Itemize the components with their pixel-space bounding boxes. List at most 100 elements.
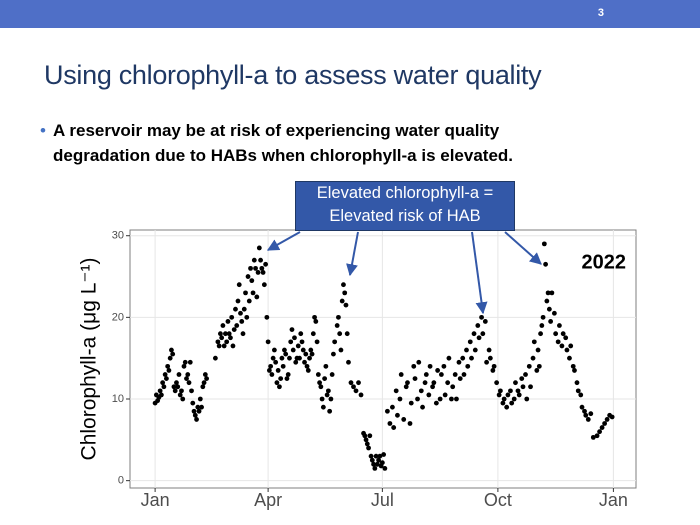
data-point xyxy=(475,323,481,328)
data-point xyxy=(248,265,253,271)
data-point xyxy=(568,343,574,349)
data-point xyxy=(412,376,418,381)
data-point xyxy=(204,376,209,381)
data-point xyxy=(520,384,526,390)
slide-title: Using chlorophyll-a to assess water qual… xyxy=(44,60,542,90)
data-point xyxy=(308,347,314,353)
data-point xyxy=(179,388,184,394)
data-point xyxy=(524,396,530,402)
arrow xyxy=(346,231,359,277)
y-axis-label: Chlorophyll-a (μg L⁻¹) xyxy=(78,258,101,461)
data-point xyxy=(293,359,299,365)
data-point xyxy=(461,372,467,377)
data-point xyxy=(273,359,279,365)
data-point xyxy=(315,372,321,377)
data-point xyxy=(582,408,587,414)
data-point xyxy=(437,396,443,402)
data-point xyxy=(215,339,221,345)
data-point xyxy=(381,452,387,457)
data-point xyxy=(164,376,169,381)
data-point xyxy=(570,363,576,369)
data-point xyxy=(305,368,311,373)
data-point xyxy=(278,376,284,381)
data-point xyxy=(427,363,433,369)
data-point xyxy=(162,372,168,377)
data-point xyxy=(504,404,510,410)
data-point xyxy=(292,335,297,341)
data-point xyxy=(268,363,274,369)
data-point xyxy=(319,396,325,402)
data-point xyxy=(397,396,403,402)
data-point xyxy=(346,359,351,365)
data-point xyxy=(299,339,305,345)
data-point xyxy=(234,323,240,328)
data-point xyxy=(331,351,336,357)
data-point xyxy=(372,466,378,471)
data-point xyxy=(594,433,600,439)
data-point xyxy=(323,363,329,369)
data-point xyxy=(531,339,537,345)
data-point xyxy=(328,396,334,402)
data-point xyxy=(195,404,201,410)
data-point xyxy=(170,351,176,357)
data-point xyxy=(285,372,291,377)
data-point xyxy=(189,388,194,394)
data-point xyxy=(467,339,473,345)
data-point xyxy=(557,323,562,328)
data-point xyxy=(450,384,456,390)
data-point xyxy=(341,282,346,288)
data-point xyxy=(588,411,594,417)
data-point xyxy=(263,261,269,267)
data-point xyxy=(497,388,503,394)
data-point xyxy=(449,396,454,402)
data-point xyxy=(165,363,171,369)
data-point xyxy=(236,282,242,288)
data-point xyxy=(457,376,463,381)
data-point xyxy=(373,453,379,459)
data-point xyxy=(219,335,225,341)
data-point xyxy=(271,347,277,353)
data-point xyxy=(376,457,382,463)
y-tick-label: 0 xyxy=(118,475,124,487)
data-point xyxy=(548,319,554,324)
data-point xyxy=(218,331,223,337)
data-point xyxy=(445,380,451,386)
data-point xyxy=(405,380,410,386)
data-point xyxy=(509,400,515,406)
data-point xyxy=(344,331,350,337)
data-point xyxy=(307,355,312,361)
data-point xyxy=(160,380,166,386)
data-point xyxy=(303,351,309,357)
data-point xyxy=(538,331,543,337)
data-point xyxy=(387,421,393,426)
data-point xyxy=(534,368,540,373)
data-point xyxy=(348,380,354,386)
data-point xyxy=(528,384,533,390)
data-point xyxy=(238,310,243,316)
data-point xyxy=(501,396,507,402)
data-point xyxy=(182,359,188,365)
data-point xyxy=(284,376,290,381)
data-point xyxy=(245,274,251,279)
data-point xyxy=(523,372,528,377)
data-point xyxy=(431,380,437,386)
data-point xyxy=(371,461,376,467)
data-point xyxy=(176,372,182,377)
data-point xyxy=(318,384,324,390)
data-point xyxy=(202,372,208,377)
data-point xyxy=(187,359,193,365)
data-point xyxy=(530,355,536,361)
data-point xyxy=(259,265,265,271)
data-point xyxy=(199,404,204,410)
x-tick-label: Jul xyxy=(371,490,394,510)
data-point xyxy=(539,323,545,328)
data-point xyxy=(369,457,375,463)
data-point xyxy=(356,380,361,386)
data-point xyxy=(336,314,341,320)
data-point xyxy=(560,331,566,337)
data-point xyxy=(454,396,459,402)
data-point xyxy=(280,363,286,369)
data-point xyxy=(469,355,474,361)
bullet-dot: • xyxy=(40,121,46,140)
